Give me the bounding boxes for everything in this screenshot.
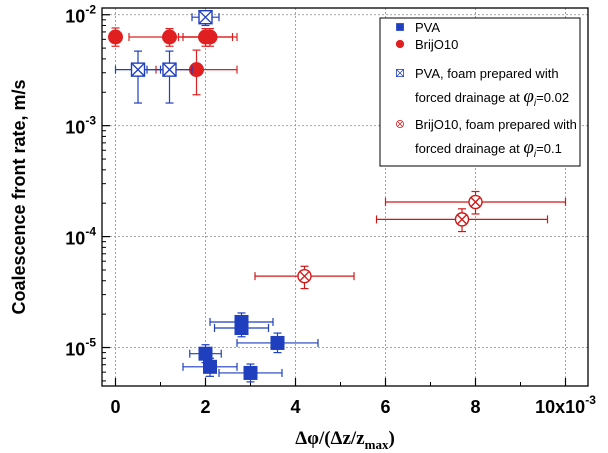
- square-marker: [234, 320, 249, 335]
- data-marks: [108, 10, 567, 383]
- legend-label-line2: forced drainage at φi=0.1: [415, 137, 562, 160]
- data-point: [162, 29, 177, 45]
- data-point: [270, 335, 285, 350]
- y-tick-label: 10-4: [65, 225, 96, 249]
- legend-item-2: BrijO10: [395, 37, 458, 52]
- data-point: [202, 29, 218, 45]
- legend-item-1: PVA: [396, 20, 440, 35]
- legend-label: PVA, foam prepared with: [415, 66, 559, 81]
- x-axis-label: Δφ/(Δz/zmax): [295, 428, 395, 452]
- legend-box: [379, 17, 581, 167]
- x-axis-multiplier-exponent: -3: [585, 393, 596, 407]
- x-tick-label: 0: [110, 397, 120, 417]
- data-point: [162, 62, 177, 77]
- marker-cross-line: [457, 214, 467, 225]
- marker-cross-line: [131, 62, 145, 77]
- x-axis: 0 2 4 6 8 10x10-3: [110, 378, 596, 417]
- data-point: [130, 62, 146, 77]
- square-marker: [270, 335, 285, 350]
- data-point: [468, 194, 483, 210]
- y-axis: 10-5 10-4 10-3 10-2: [65, 3, 110, 382]
- data-point: [108, 29, 123, 45]
- series-4: [254, 190, 567, 290]
- y-tick-label: 10-5: [65, 336, 96, 360]
- marker-cross-line: [470, 197, 481, 207]
- legend-marker: [395, 39, 405, 49]
- square-marker: [396, 23, 404, 31]
- legend-label-line2: forced drainage at φi=0.02: [415, 86, 569, 109]
- marker-cross-line: [162, 62, 177, 77]
- series-2: [108, 27, 238, 96]
- x-tick-label: 6: [380, 397, 390, 417]
- series-1: [182, 312, 319, 383]
- x-tick-label: 4: [290, 397, 300, 417]
- legend-item-4: BrijO10, foam prepared with forced draina…: [396, 117, 577, 160]
- square-marker: [243, 365, 258, 380]
- x-tick-label: 2: [200, 397, 210, 417]
- marker-cross-line: [396, 69, 404, 77]
- x-tick-label: 8: [470, 397, 480, 417]
- data-point: [243, 365, 258, 380]
- y-tick-label: 10-3: [65, 114, 96, 138]
- y-axis-label: Coalescence front rate, m/s: [9, 79, 29, 314]
- circle-marker: [202, 29, 218, 45]
- square-marker: [203, 359, 217, 374]
- circle-marker: [108, 29, 123, 45]
- marker-cross-line: [198, 10, 213, 25]
- legend-marker: [396, 23, 404, 31]
- legend-item-3: PVA, foam prepared with forced drainage a…: [396, 66, 569, 109]
- marker-cross-line: [299, 271, 310, 282]
- y-tick-label: 10-2: [65, 3, 96, 27]
- data-point: [234, 320, 249, 335]
- circle-marker: [162, 29, 177, 45]
- error-bar: [146, 50, 193, 104]
- legend-label: PVA: [415, 20, 440, 35]
- legend-label: BrijO10: [415, 37, 458, 52]
- plot-frame: [101, 7, 589, 387]
- x-axis-label-close: ): [388, 428, 394, 449]
- x-axis-multiplier: x10: [555, 397, 585, 417]
- data-point: [198, 10, 213, 25]
- error-bar: [114, 50, 162, 104]
- marker-cross-line: [397, 121, 403, 127]
- data-point: [454, 212, 470, 227]
- legend-marker: [396, 69, 404, 77]
- circle-marker: [395, 39, 405, 49]
- grid-lines: [102, 8, 588, 386]
- series-3: [114, 10, 220, 104]
- legend-marker: [396, 120, 404, 128]
- x-axis-label-subscript: max: [365, 437, 389, 452]
- x-tick-label: 10x10-3: [535, 393, 596, 417]
- legend: PVA BrijO10 PVA, foam prepared with forced …: [379, 17, 581, 167]
- data-point: [297, 268, 312, 284]
- legend-label: BrijO10, foam prepared with: [415, 117, 577, 132]
- data-point: [203, 359, 217, 374]
